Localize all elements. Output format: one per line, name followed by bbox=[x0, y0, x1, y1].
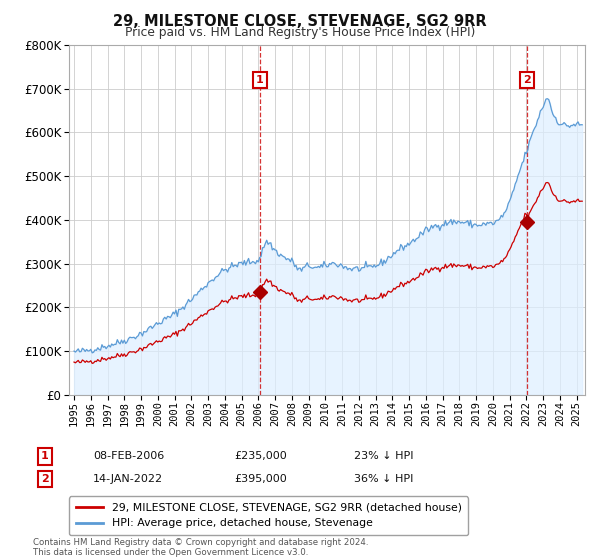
Text: 23% ↓ HPI: 23% ↓ HPI bbox=[354, 451, 413, 461]
Text: 2: 2 bbox=[523, 75, 531, 85]
Text: 2: 2 bbox=[41, 474, 49, 484]
Text: 14-JAN-2022: 14-JAN-2022 bbox=[93, 474, 163, 484]
Text: 1: 1 bbox=[41, 451, 49, 461]
Text: £235,000: £235,000 bbox=[234, 451, 287, 461]
Legend: 29, MILESTONE CLOSE, STEVENAGE, SG2 9RR (detached house), HPI: Average price, de: 29, MILESTONE CLOSE, STEVENAGE, SG2 9RR … bbox=[69, 497, 468, 535]
Text: Contains HM Land Registry data © Crown copyright and database right 2024.
This d: Contains HM Land Registry data © Crown c… bbox=[33, 538, 368, 557]
Text: 36% ↓ HPI: 36% ↓ HPI bbox=[354, 474, 413, 484]
Text: 29, MILESTONE CLOSE, STEVENAGE, SG2 9RR: 29, MILESTONE CLOSE, STEVENAGE, SG2 9RR bbox=[113, 14, 487, 29]
Text: £395,000: £395,000 bbox=[234, 474, 287, 484]
Text: 08-FEB-2006: 08-FEB-2006 bbox=[93, 451, 164, 461]
Text: Price paid vs. HM Land Registry's House Price Index (HPI): Price paid vs. HM Land Registry's House … bbox=[125, 26, 475, 39]
Text: 1: 1 bbox=[256, 75, 264, 85]
